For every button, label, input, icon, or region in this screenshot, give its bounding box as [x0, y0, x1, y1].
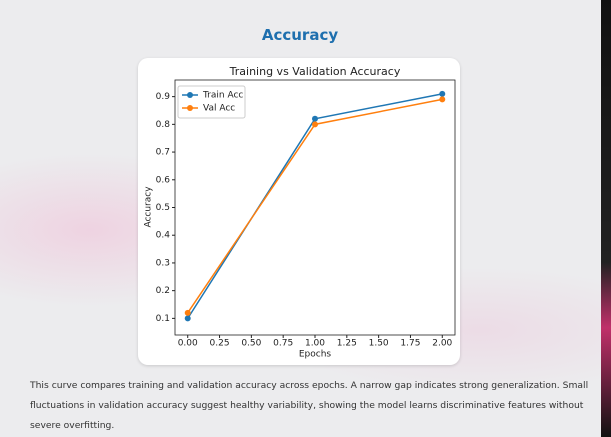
caption: This curve compares training and validat… — [30, 376, 590, 436]
point — [185, 315, 191, 321]
x-tick-label: 1.75 — [400, 339, 420, 349]
point — [439, 96, 445, 102]
y-tick-label: 0.4 — [156, 231, 171, 241]
x-tick-label: 0.00 — [178, 339, 198, 349]
x-tick-label: 0.50 — [241, 339, 261, 349]
chart: Training vs Validation Accuracy Epochs A… — [0, 0, 611, 437]
x-tick-label: 0.75 — [273, 339, 293, 349]
y-axis-label: Accuracy — [144, 186, 154, 228]
legend-marker — [187, 105, 193, 111]
x-axis-label: Epochs — [299, 350, 332, 360]
chart-title: Training vs Validation Accuracy — [229, 65, 401, 78]
x-tick-label: 1.50 — [369, 339, 389, 349]
x-tick-label: 1.25 — [337, 339, 357, 349]
y-tick-label: 0.6 — [156, 175, 171, 185]
y-tick-label: 0.2 — [156, 286, 170, 296]
x-tick-label: 0.25 — [210, 339, 230, 349]
legend-label: Val Acc — [203, 104, 235, 114]
legend-marker — [187, 92, 193, 98]
series-line — [188, 94, 443, 319]
page: Accuracy Training vs Validation Accuracy… — [0, 0, 611, 437]
point — [312, 121, 318, 127]
y-tick-label: 0.8 — [156, 120, 171, 130]
point — [439, 91, 445, 97]
point — [185, 310, 191, 316]
x-tick-label: 1.00 — [305, 339, 325, 349]
legend-label: Train Acc — [202, 91, 243, 101]
y-tick-label: 0.9 — [156, 92, 171, 102]
point — [312, 116, 318, 122]
y-tick-label: 0.3 — [156, 258, 170, 268]
y-tick-label: 0.1 — [156, 314, 170, 324]
x-tick-label: 2.00 — [432, 339, 452, 349]
series-line — [188, 99, 443, 312]
y-tick-label: 0.7 — [156, 148, 170, 158]
y-tick-label: 0.5 — [156, 203, 170, 213]
